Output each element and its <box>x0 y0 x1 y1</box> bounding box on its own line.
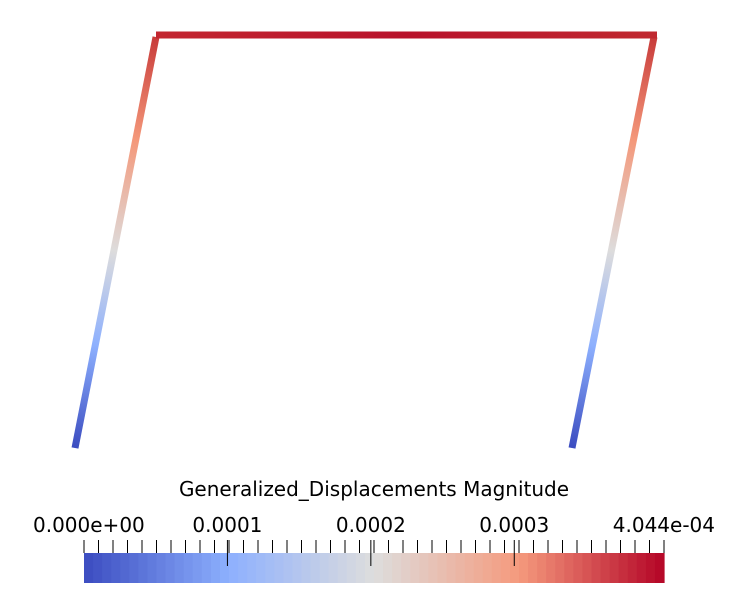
colorbar-swatch <box>238 553 248 583</box>
colorbar-swatch <box>374 553 384 583</box>
colorbar-swatch <box>464 553 475 583</box>
colorbar-swatch <box>573 553 584 583</box>
colorbar-tick-label: 0.000e+00 <box>33 513 145 537</box>
colorbar-swatch <box>618 553 629 583</box>
colorbar-swatch <box>84 553 94 583</box>
colorbar-swatch <box>364 553 375 583</box>
colorbar-swatch <box>627 553 638 583</box>
colorbar-swatch <box>265 553 275 583</box>
colorbar-swatch <box>328 553 339 583</box>
colorbar-swatch <box>645 553 656 583</box>
colorbar-swatch <box>174 553 185 583</box>
colorbar-swatch <box>310 553 321 583</box>
colorbar-ramp <box>84 553 665 583</box>
colorbar-swatch <box>93 553 103 583</box>
colorbar-swatch <box>201 553 212 583</box>
frame-right-column <box>568 36 658 449</box>
colorbar-swatch <box>383 553 393 583</box>
colorbar-tick-label: 0.0003 <box>479 513 549 537</box>
colorbar-swatch <box>283 553 294 583</box>
colorbar-swatch <box>247 553 257 583</box>
frame-structure <box>71 31 658 449</box>
colorbar-swatch <box>346 553 357 583</box>
colorbar-swatch <box>455 553 466 583</box>
colorbar-title: Generalized_Displacements Magnitude <box>179 477 569 501</box>
colorbar-swatch <box>500 553 511 583</box>
colorbar-swatch <box>419 553 429 583</box>
colorbar-swatch <box>555 553 565 583</box>
colorbar-swatch <box>473 553 484 583</box>
colorbar-swatch <box>292 553 303 583</box>
colorbar-swatch <box>437 553 448 583</box>
colorbar-swatch <box>546 553 556 583</box>
colorbar-swatch <box>337 553 348 583</box>
colorbar-swatch <box>446 553 457 583</box>
colorbar-swatch <box>355 553 366 583</box>
colorbar-swatch <box>183 553 194 583</box>
colorbar-swatch <box>319 553 330 583</box>
colorbar-swatch <box>609 553 620 583</box>
colorbar-swatch <box>138 553 149 583</box>
colorbar-ticks <box>83 540 665 566</box>
colorbar-swatch <box>301 553 312 583</box>
colorbar-swatch <box>192 553 203 583</box>
colorbar-tick-labels: 0.000e+00 0.0001 0.0002 0.0003 4.044e-04 <box>33 513 715 537</box>
colorbar-swatch <box>564 553 574 583</box>
colorbar-swatch <box>165 553 176 583</box>
colorbar-swatch <box>582 553 593 583</box>
colorbar-swatch <box>102 553 112 583</box>
frame-left-column <box>71 36 160 449</box>
colorbar-swatch <box>537 553 547 583</box>
colorbar-swatch <box>636 553 647 583</box>
colorbar-swatch <box>410 553 420 583</box>
colorbar-swatch <box>428 553 439 583</box>
colorbar-swatch <box>129 553 139 583</box>
colorbar-swatch <box>600 553 611 583</box>
colorbar-legend: Generalized_Displacements Magnitude 0.00… <box>33 477 715 583</box>
colorbar-tick-label: 4.044e-04 <box>613 513 715 537</box>
colorbar-swatch <box>111 553 121 583</box>
colorbar-swatch <box>229 553 239 583</box>
colorbar-swatch <box>392 553 402 583</box>
colorbar-swatch <box>482 553 493 583</box>
colorbar-swatch <box>147 553 158 583</box>
colorbar-swatch <box>654 553 665 583</box>
colorbar-swatch <box>210 553 221 583</box>
colorbar-tick-label: 0.0002 <box>336 513 406 537</box>
colorbar-swatch <box>156 553 167 583</box>
colorbar-swatch <box>491 553 502 583</box>
colorbar-swatch <box>120 553 130 583</box>
colorbar-swatch <box>528 553 538 583</box>
colorbar-swatch <box>401 553 411 583</box>
colorbar-swatch <box>219 553 230 583</box>
colorbar-swatch <box>274 553 284 583</box>
colorbar-tick-label: 0.0001 <box>192 513 262 537</box>
colorbar-swatch <box>256 553 266 583</box>
colorbar-swatch <box>591 553 602 583</box>
colorbar-swatch <box>519 553 529 583</box>
colorbar-swatch <box>509 553 520 583</box>
